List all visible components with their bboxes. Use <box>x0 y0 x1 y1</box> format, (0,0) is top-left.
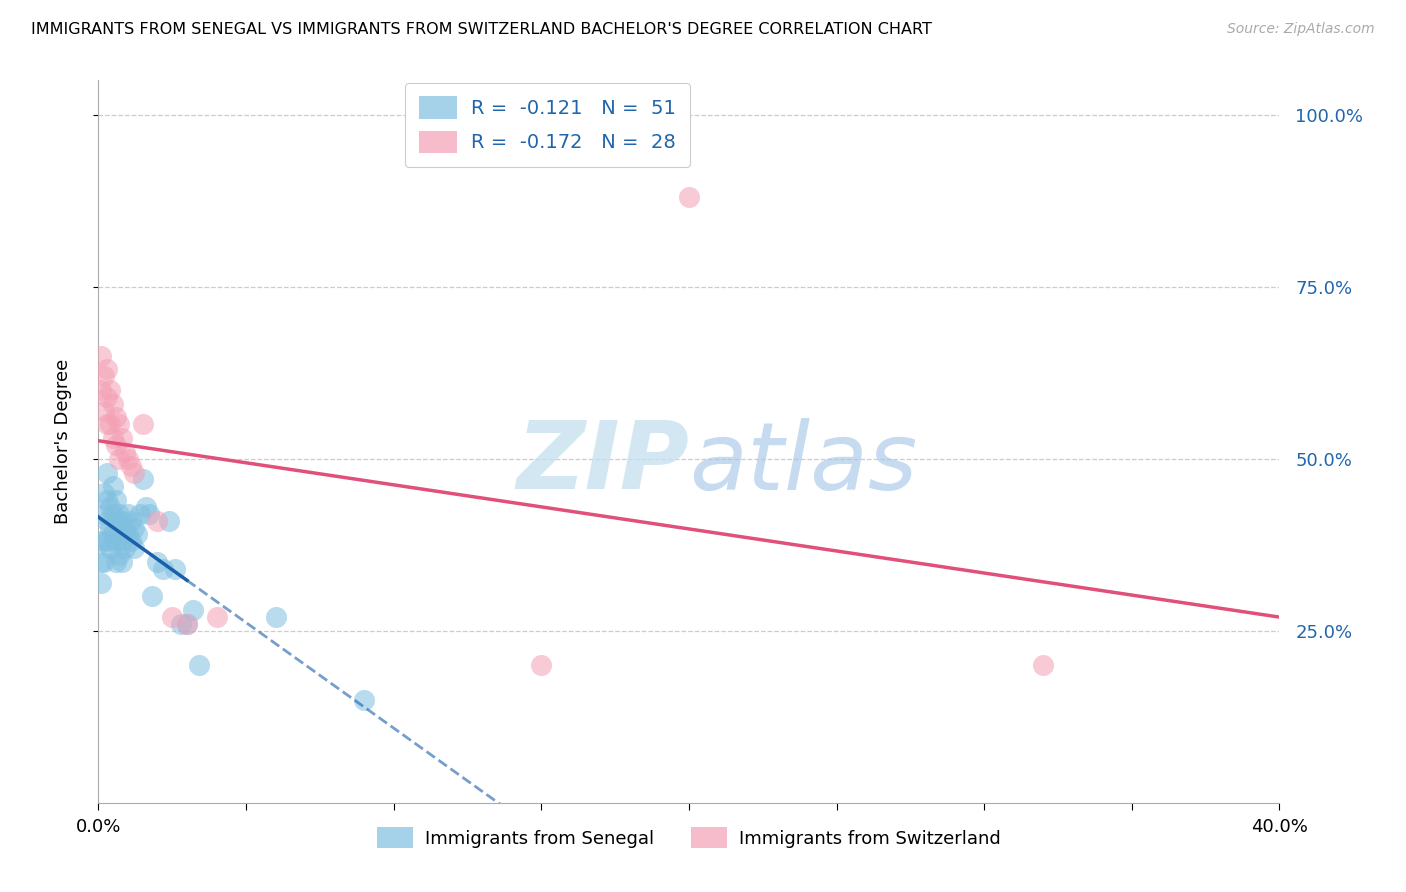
Point <box>128 507 150 521</box>
Point <box>103 527 125 541</box>
Point <box>108 548 131 562</box>
Point <box>176 616 198 631</box>
Text: IMMIGRANTS FROM SENEGAL VS IMMIGRANTS FROM SWITZERLAND BACHELOR'S DEGREE CORRELA: IMMIGRANTS FROM SENEGAL VS IMMIGRANTS FR… <box>31 22 932 37</box>
Point <box>111 555 134 569</box>
Point <box>117 527 139 541</box>
Point <box>103 479 125 493</box>
Point <box>96 493 118 508</box>
Point <box>187 658 209 673</box>
Point <box>103 507 125 521</box>
Point <box>108 451 131 466</box>
Point <box>93 403 115 417</box>
Point <box>264 610 287 624</box>
Point <box>105 514 128 528</box>
Point <box>98 500 121 514</box>
Point <box>96 466 118 480</box>
Point <box>152 562 174 576</box>
Point <box>96 417 118 432</box>
Point <box>114 541 136 556</box>
Point <box>108 417 131 432</box>
Point <box>96 390 118 404</box>
Point <box>165 562 187 576</box>
Point <box>1032 658 1054 673</box>
Point <box>96 534 118 549</box>
Point <box>353 692 375 706</box>
Point <box>90 349 112 363</box>
Point <box>141 590 163 604</box>
Point <box>132 472 155 486</box>
Point <box>157 514 180 528</box>
Point <box>132 417 155 432</box>
Point <box>105 410 128 425</box>
Point <box>117 507 139 521</box>
Point <box>122 520 145 534</box>
Point <box>93 534 115 549</box>
Point <box>135 500 157 514</box>
Point <box>146 555 169 569</box>
Point <box>111 431 134 445</box>
Point <box>181 603 204 617</box>
Point <box>98 383 121 397</box>
Point <box>105 493 128 508</box>
Point <box>93 486 115 500</box>
Point <box>176 616 198 631</box>
Point <box>98 541 121 556</box>
Point <box>114 445 136 459</box>
Point <box>120 458 142 473</box>
Text: Source: ZipAtlas.com: Source: ZipAtlas.com <box>1227 22 1375 37</box>
Point <box>120 534 142 549</box>
Point <box>103 397 125 411</box>
Legend: Immigrants from Senegal, Immigrants from Switzerland: Immigrants from Senegal, Immigrants from… <box>370 820 1008 855</box>
Text: ZIP: ZIP <box>516 417 689 509</box>
Point <box>90 575 112 590</box>
Point <box>117 451 139 466</box>
Point <box>114 520 136 534</box>
Point <box>93 369 115 384</box>
Point <box>98 520 121 534</box>
Point <box>205 610 228 624</box>
Point <box>108 507 131 521</box>
Point <box>122 466 145 480</box>
Point <box>98 417 121 432</box>
Point <box>103 431 125 445</box>
Point <box>125 527 148 541</box>
Point <box>120 514 142 528</box>
Point <box>530 658 553 673</box>
Point <box>93 507 115 521</box>
Point <box>122 541 145 556</box>
Point <box>96 362 118 376</box>
Point <box>105 534 128 549</box>
Point <box>111 534 134 549</box>
Point <box>105 438 128 452</box>
Point <box>146 514 169 528</box>
Y-axis label: Bachelor's Degree: Bachelor's Degree <box>53 359 72 524</box>
Point <box>96 514 118 528</box>
Point <box>93 555 115 569</box>
Point <box>111 514 134 528</box>
Text: atlas: atlas <box>689 417 917 508</box>
Point <box>90 383 112 397</box>
Point <box>105 555 128 569</box>
Point <box>90 534 112 549</box>
Point <box>108 527 131 541</box>
Point <box>170 616 193 631</box>
Point <box>162 610 183 624</box>
Point <box>90 555 112 569</box>
Point <box>138 507 160 521</box>
Point <box>678 190 700 204</box>
